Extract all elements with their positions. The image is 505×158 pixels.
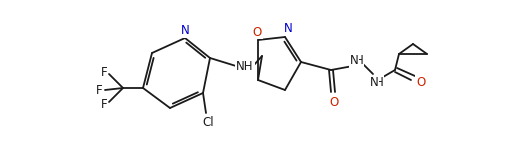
Text: NH: NH: [236, 61, 254, 73]
Text: F: F: [100, 66, 107, 79]
Text: F: F: [100, 97, 107, 110]
Text: N: N: [370, 76, 378, 88]
Text: N: N: [181, 24, 189, 37]
Text: O: O: [329, 95, 339, 109]
Text: H: H: [355, 55, 364, 67]
Text: N: N: [349, 55, 359, 67]
Text: N: N: [284, 22, 292, 36]
Text: O: O: [417, 76, 426, 88]
Text: Cl: Cl: [202, 116, 214, 130]
Text: O: O: [252, 25, 262, 39]
Text: H: H: [375, 76, 383, 88]
Text: F: F: [95, 83, 103, 97]
